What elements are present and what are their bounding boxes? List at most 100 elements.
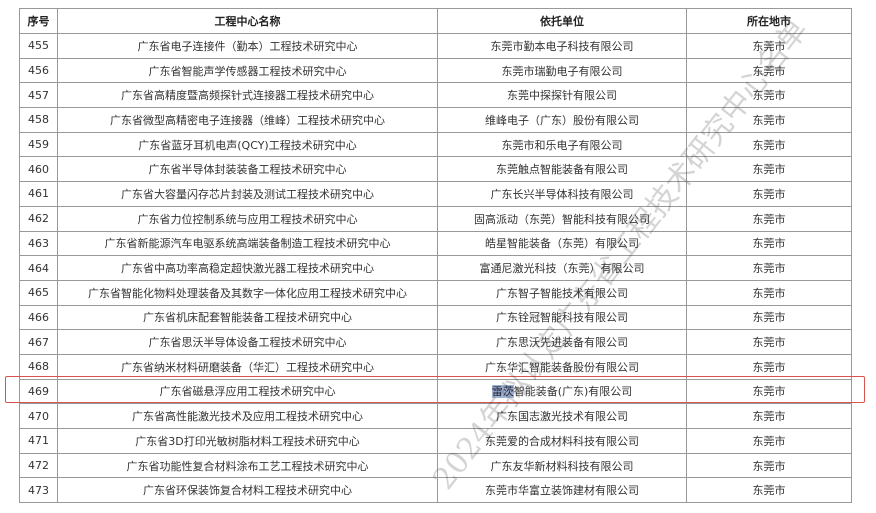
host-unit: 富通尼激光科技（东莞）有限公司: [437, 255, 687, 281]
city: 东莞市: [686, 255, 852, 281]
host-unit: 东莞触点智能装备有限公司: [437, 156, 687, 183]
city: 东莞市: [686, 353, 852, 380]
city: 东莞市: [686, 156, 852, 183]
table-row: 471 广东省3D打印光敏树脂材料工程技术研究中心 东莞爱的合成材料科技有限公司 东莞…: [19, 428, 852, 454]
center-name: 广东省新能源汽车电驱系统高端装备制造工程技术研究中心: [57, 230, 438, 257]
city: 东莞市: [686, 131, 852, 158]
host-unit: 东莞中探探针有限公司: [437, 82, 687, 109]
table-row: 457 广东省高精度暨高频探针式连接器工程技术研究中心 东莞中探探针有限公司 东莞市: [19, 82, 852, 109]
center-name: 广东省纳米材料研磨装备（华汇）工程技术研究中心: [57, 353, 438, 380]
host-unit: 广东思沃先进装备有限公司: [437, 329, 687, 355]
row-number: 466: [19, 304, 58, 331]
city: 东莞市: [686, 181, 852, 207]
table-row: 455 广东省电子连接件（勤本）工程技术研究中心 东莞市勤本电子科技有限公司 东莞市: [19, 33, 852, 59]
column-header: 依托单位: [437, 8, 687, 34]
row-number: 464: [19, 255, 58, 281]
center-name: 广东省半导体封装装备工程技术研究中心: [57, 156, 438, 183]
row-number: 467: [19, 329, 58, 355]
row-number: 471: [19, 428, 58, 454]
center-name: 广东省力位控制系统与应用工程技术研究中心: [57, 205, 438, 232]
row-number: 463: [19, 230, 58, 257]
table-row: 473 广东省环保装饰复合材料工程技术研究中心 东莞市华富立装饰建材有限公司 东莞市: [19, 477, 852, 504]
table-row: 469 广东省磁悬浮应用工程技术研究中心 雷茨智能装备(广东)有限公司 东莞市: [19, 378, 852, 405]
center-name: 广东省高性能激光技术及应用工程技术研究中心: [57, 403, 438, 429]
city: 东莞市: [686, 378, 852, 405]
center-name: 广东省智能声学传感器工程技术研究中心: [57, 57, 438, 84]
table-row: 472 广东省功能性复合材料涂布工艺工程技术研究中心 广东友华新材料科技有限公司 东莞…: [19, 452, 852, 479]
table-row: 461 广东省大容量闪存芯片封装及测试工程技术研究中心 广东长兴半导体科技有限公司东…: [19, 181, 852, 207]
center-name: 广东省蓝牙耳机电声(QCY)工程技术研究中心: [57, 131, 438, 158]
host-unit: 皓星智能装备（东莞）有限公司: [437, 230, 687, 257]
row-number: 465: [19, 279, 58, 306]
host-unit: 广东长兴半导体科技有限公司: [437, 181, 687, 207]
row-number: 455: [19, 33, 58, 59]
host-unit: 维峰电子（广东）股份有限公司: [437, 107, 687, 133]
table-row: 463 广东省新能源汽车电驱系统高端装备制造工程技术研究中心 皓星智能装备（东莞）有…: [19, 230, 852, 257]
row-number: 472: [19, 452, 58, 479]
host-unit: 雷茨智能装备(广东)有限公司: [437, 378, 687, 405]
city: 东莞市: [686, 33, 852, 59]
host-unit-text: 智能装备(广东)有限公司: [513, 385, 633, 399]
row-number: 461: [19, 181, 58, 207]
row-number: 469: [19, 378, 58, 405]
table-row: 462 广东省力位控制系统与应用工程技术研究中心 固高派动（东莞）智能科技有限公司东…: [19, 205, 852, 232]
center-name: 广东省3D打印光敏树脂材料工程技术研究中心: [57, 428, 438, 454]
column-header: 工程中心名称: [57, 8, 438, 34]
city: 东莞市: [686, 329, 852, 355]
host-unit: 东莞市华富立装饰建材有限公司: [437, 477, 687, 504]
table-row: 466 广东省机床配套智能装备工程技术研究中心 广东铨冠智能科技有限公司 东莞市: [19, 304, 852, 331]
center-name: 广东省微型高精密电子连接器（维峰）工程技术研究中心: [57, 107, 438, 133]
center-name: 广东省智能化物料处理装备及其数字一体化应用工程技术研究中心: [57, 279, 438, 306]
city: 东莞市: [686, 403, 852, 429]
row-number: 468: [19, 353, 58, 380]
city: 东莞市: [686, 107, 852, 133]
table-row: 458 广东省微型高精密电子连接器（维峰）工程技术研究中心 维峰电子（广东）股份有限…: [19, 107, 852, 133]
center-name: 广东省环保装饰复合材料工程技术研究中心: [57, 477, 438, 504]
host-unit: 东莞市勤本电子科技有限公司: [437, 33, 687, 59]
row-number: 462: [19, 205, 58, 232]
row-number: 459: [19, 131, 58, 158]
city: 东莞市: [686, 304, 852, 331]
center-name: 广东省磁悬浮应用工程技术研究中心: [57, 378, 438, 405]
center-name: 广东省思沃半导体设备工程技术研究中心: [57, 329, 438, 355]
city: 东莞市: [686, 452, 852, 479]
selected-text[interactable]: 雷茨: [491, 385, 514, 399]
center-name: 广东省高精度暨高频探针式连接器工程技术研究中心: [57, 82, 438, 109]
column-header: 所在地市: [686, 8, 852, 34]
column-header: 序号: [19, 8, 58, 34]
host-unit: 东莞市和乐电子有限公司: [437, 131, 687, 158]
table-row: 468 广东省纳米材料研磨装备（华汇）工程技术研究中心 广东华汇智能装备股份有限公司…: [19, 353, 852, 380]
city: 东莞市: [686, 230, 852, 257]
city: 东莞市: [686, 57, 852, 84]
host-unit: 广东华汇智能装备股份有限公司: [437, 353, 687, 380]
table-row: 464 广东省中高功率高稳定超快激光器工程技术研究中心 富通尼激光科技（东莞）有限公…: [19, 255, 852, 281]
center-name: 广东省功能性复合材料涂布工艺工程技术研究中心: [57, 452, 438, 479]
host-unit: 广东智子智能技术有限公司: [437, 279, 687, 306]
row-number: 470: [19, 403, 58, 429]
row-number: 473: [19, 477, 58, 504]
center-name: 广东省机床配套智能装备工程技术研究中心: [57, 304, 438, 331]
host-unit: 东莞爱的合成材料科技有限公司: [437, 428, 687, 454]
row-number: 457: [19, 82, 58, 109]
center-name: 广东省电子连接件（勤本）工程技术研究中心: [57, 33, 438, 59]
table-row: 470 广东省高性能激光技术及应用工程技术研究中心 广东国志激光技术有限公司 东莞市: [19, 403, 852, 429]
city: 东莞市: [686, 477, 852, 504]
city: 东莞市: [686, 279, 852, 306]
table-row: 459 广东省蓝牙耳机电声(QCY)工程技术研究中心 东莞市和乐电子有限公司 东莞市: [19, 131, 852, 158]
row-number: 456: [19, 57, 58, 84]
center-name: 广东省中高功率高稳定超快激光器工程技术研究中心: [57, 255, 438, 281]
host-unit: 固高派动（东莞）智能科技有限公司: [437, 205, 687, 232]
city: 东莞市: [686, 205, 852, 232]
row-number: 460: [19, 156, 58, 183]
engineering-center-table: 序号 工程中心名称 依托单位 所在地市 455 广东省电子连接件（勤本）工程技术研究中心…: [19, 8, 852, 504]
host-unit: 广东友华新材料科技有限公司: [437, 452, 687, 479]
table-row: 467 广东省思沃半导体设备工程技术研究中心 广东思沃先进装备有限公司 东莞市: [19, 329, 852, 355]
city: 东莞市: [686, 428, 852, 454]
host-unit: 广东国志激光技术有限公司: [437, 403, 687, 429]
table-row: 456 广东省智能声学传感器工程技术研究中心 东莞市瑞勤电子有限公司 东莞市: [19, 57, 852, 84]
host-unit: 东莞市瑞勤电子有限公司: [437, 57, 687, 84]
host-unit: 广东铨冠智能科技有限公司: [437, 304, 687, 331]
row-number: 458: [19, 107, 58, 133]
table-row: 460 广东省半导体封装装备工程技术研究中心 东莞触点智能装备有限公司 东莞市: [19, 156, 852, 183]
table-row: 465 广东省智能化物料处理装备及其数字一体化应用工程技术研究中心 广东智子智能技术…: [19, 279, 852, 306]
